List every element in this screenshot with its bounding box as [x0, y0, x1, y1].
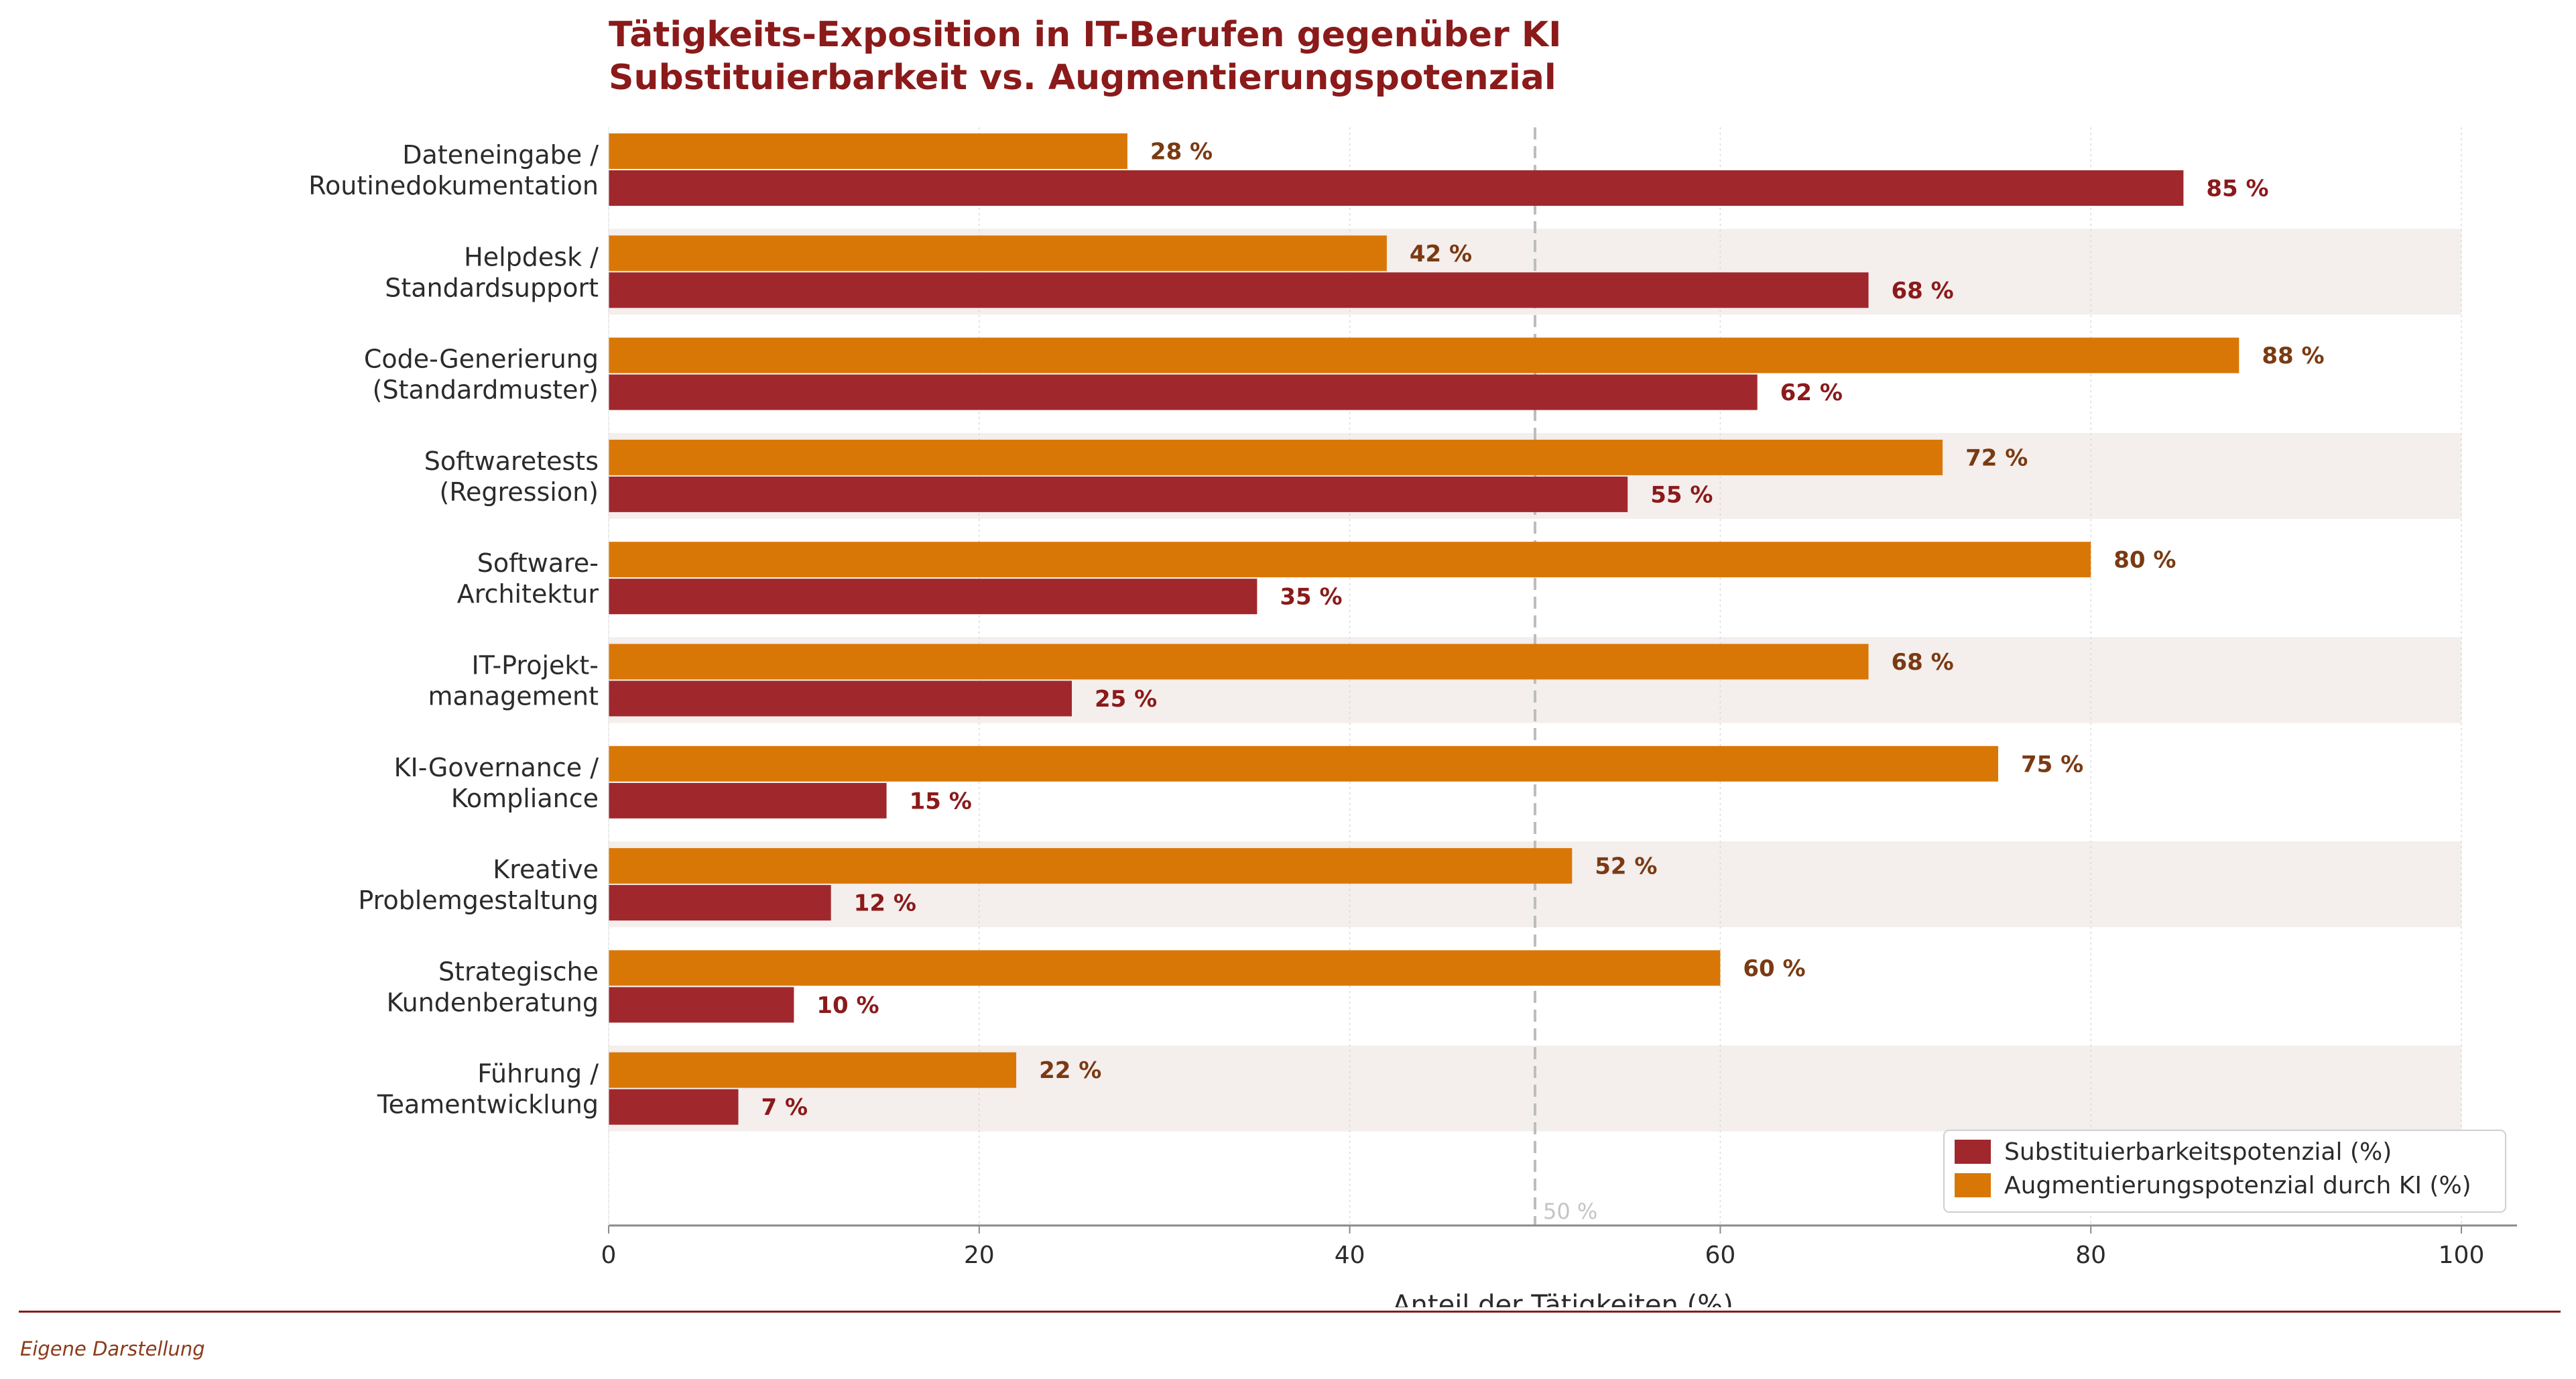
category-label: Standardsupport [385, 273, 599, 302]
category-labels: Dateneingabe /Routinedokumentation Helpde… [308, 140, 599, 1120]
category-label: Problemgestaltung [358, 886, 599, 915]
value-label-substituierbarkeit: 68 % [1892, 278, 1954, 304]
value-label-substituierbarkeit: 15 % [910, 788, 972, 815]
bar-substituierbarkeit [609, 272, 1869, 308]
bar-augmentierung [609, 542, 2091, 578]
x-tick-label: 20 [964, 1242, 995, 1269]
footer-rule [19, 1311, 2561, 1313]
bar-substituierbarkeit [609, 680, 1072, 717]
bar-augmentierung [609, 644, 1869, 680]
value-label-substituierbarkeit: 12 % [854, 890, 916, 917]
category-label: Kompliance [451, 784, 599, 813]
bar-augmentierung [609, 337, 2240, 373]
bar-augmentierung [609, 235, 1387, 272]
bar-augmentierung [609, 1052, 1017, 1088]
bar-substituierbarkeit [609, 987, 794, 1023]
value-label-substituierbarkeit: 25 % [1095, 686, 1157, 713]
chart-title-line-1: Tätigkeits-Exposition in IT-Berufen gege… [609, 15, 1562, 55]
legend-label: Augmentierungspotenzial durch KI (%) [2004, 1172, 2471, 1199]
category-label: Routinedokumentation [308, 171, 599, 200]
value-labels: 28 % 85 % 42 % 68 % 88 % 62 % 72 % 55 % 80 % 35 %… [761, 139, 2324, 1122]
bar-augmentierung [609, 848, 1573, 884]
value-label-augmentierung: 68 % [1892, 649, 1954, 676]
category-label: (Standardmuster) [373, 375, 599, 405]
bar-substituierbarkeit [609, 782, 887, 819]
x-tick-label: 40 [1335, 1242, 1365, 1269]
chart-title: Tätigkeits-Exposition in IT-Berufen gege… [609, 13, 1561, 99]
value-label-augmentierung: 75 % [2021, 751, 2083, 778]
category-label: Strategische [438, 957, 599, 986]
value-label-substituierbarkeit: 55 % [1650, 481, 1713, 508]
legend: Substituierbarkeitspotenzial (%) Augmenti… [1943, 1130, 2506, 1213]
value-label-substituierbarkeit: 35 % [1280, 584, 1342, 611]
category-label: IT-Projekt- [472, 651, 599, 680]
x-tick-label: 60 [1705, 1242, 1735, 1269]
category-label: Architektur [457, 579, 599, 609]
bar-augmentierung [609, 745, 1998, 782]
category-label: Softwaretests [424, 446, 599, 476]
legend-swatch [1955, 1140, 1991, 1164]
x-axis-title: Anteil der Tätigkeiten (%) [1392, 1290, 1733, 1307]
legend-frame [1943, 1130, 2506, 1213]
category-label: (Regression) [440, 477, 599, 507]
x-tick-label: 80 [2075, 1242, 2106, 1269]
value-label-augmentierung: 72 % [1965, 444, 2028, 471]
category-label: KI-Governance / [394, 753, 599, 782]
category-label: management [428, 682, 599, 711]
legend-label: Substituierbarkeitspotenzial (%) [2004, 1138, 2392, 1166]
x-tick-label: 0 [601, 1242, 617, 1269]
bars [609, 133, 2240, 1125]
category-label: Teamentwicklung [377, 1090, 599, 1120]
category-label: Helpdesk / [464, 242, 599, 272]
legend-swatch [1955, 1173, 1991, 1197]
bar-substituierbarkeit [609, 476, 1628, 512]
value-label-augmentierung: 42 % [1410, 241, 1472, 267]
value-label-substituierbarkeit: 7 % [761, 1094, 808, 1121]
bar-augmentierung [609, 133, 1127, 169]
value-label-substituierbarkeit: 62 % [1780, 379, 1843, 406]
value-label-augmentierung: 28 % [1150, 139, 1213, 166]
value-label-augmentierung: 52 % [1595, 853, 1657, 880]
bar-substituierbarkeit [609, 1089, 739, 1125]
value-label-augmentierung: 22 % [1039, 1057, 1101, 1084]
category-label: Dateneingabe / [402, 140, 599, 170]
value-label-augmentierung: 60 % [1743, 955, 1805, 982]
reference-line-label: 50 % [1543, 1199, 1597, 1224]
category-label: Kundenberatung [387, 987, 599, 1017]
bar-substituierbarkeit [609, 579, 1258, 615]
category-label: Code-Generierung [364, 345, 599, 374]
source-note: Eigene Darstellung [20, 1337, 205, 1360]
bar-substituierbarkeit [609, 374, 1758, 410]
value-label-substituierbarkeit: 10 % [816, 992, 879, 1019]
x-tick-label: 100 [2439, 1242, 2485, 1269]
category-label: Software- [477, 548, 599, 578]
chart-title-line-2: Substituierbarkeit vs. Augmentierungspot… [609, 58, 1556, 98]
bar-substituierbarkeit [609, 885, 831, 921]
value-label-substituierbarkeit: 85 % [2206, 176, 2268, 202]
bar-chart: 50 % 28 % 85 % 42 % 68 % 88 % 62 % 72 % 55 % 80 … [308, 127, 2517, 1307]
value-label-augmentierung: 80 % [2113, 547, 2176, 574]
value-label-augmentierung: 88 % [2262, 343, 2324, 369]
x-axis: 0 20 40 60 80 100 Anteil der Tätigkeiten (%) [601, 127, 2517, 1307]
category-label: Führung / [477, 1059, 599, 1089]
bar-augmentierung [609, 950, 1721, 986]
category-label: Kreative [493, 855, 599, 884]
bar-augmentierung [609, 439, 1943, 475]
bar-substituierbarkeit [609, 170, 2184, 206]
